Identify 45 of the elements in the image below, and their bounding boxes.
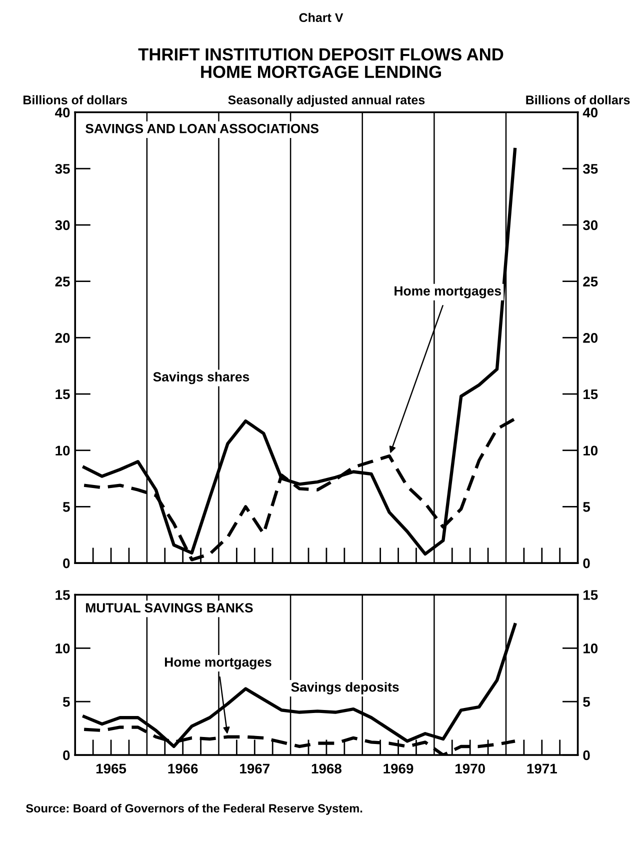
y2-tick-label: 25	[583, 276, 598, 286]
y-axis-title: Billions of dollars	[24, 95, 128, 104]
y-tick-label: 10	[56, 446, 70, 456]
y2-tick-label: 35	[582, 164, 598, 174]
y2-tick-label: 5	[583, 502, 590, 512]
y2-tick-label: 0	[583, 558, 590, 568]
y-tick-label: 5	[62, 697, 70, 707]
x-tick-label: 1965	[96, 764, 126, 774]
chart-title: THRIFT INSTITUTION DEPOSIT FLOWS AND HOME MORTGAGE LENDING	[138, 48, 504, 78]
x-tick-label: 1970	[456, 764, 485, 774]
y2-tick-label: 5	[583, 697, 590, 707]
y-tick-label: 30	[55, 220, 70, 230]
y2-tick-label: 15	[584, 389, 598, 400]
annotation: SAVINGS AND LOAN ASSOCIATIONS	[86, 124, 318, 134]
series-label: Savings deposits	[291, 682, 399, 694]
y-tick-label: 15	[56, 590, 70, 600]
text: Home mortgages	[164, 658, 272, 670]
y2-tick-label: 10	[584, 644, 598, 654]
source-note: Source: Board of Governors of the Federal Reserve System.	[26, 804, 362, 815]
y-tick-label: 35	[55, 164, 70, 174]
y2-axis-title: Billions of dollars	[526, 95, 630, 104]
y-tick-label: 0	[63, 558, 70, 568]
y2-tick-label: 20	[583, 332, 598, 343]
annotation: MUTUAL SAVINGS BANKS	[86, 603, 253, 612]
x-tick-label: 1966	[168, 764, 198, 774]
y-tick-label: 10	[56, 644, 70, 654]
chart-subtitle: Seasonally adjusted annual rates	[228, 95, 425, 107]
y2-tick-label: 10	[584, 446, 598, 456]
y-tick-label: 25	[55, 276, 70, 286]
y2-tick-label: 0	[583, 750, 590, 760]
x-tick-label: 1968	[312, 764, 342, 774]
y-tick-label: 0	[63, 750, 70, 760]
y2-tick-label: 30	[582, 220, 598, 230]
y-tick-label: 20	[55, 332, 70, 343]
x-tick-label: 1967	[240, 764, 270, 774]
text: Savings shares	[153, 372, 250, 384]
x-tick-label: 1969	[384, 764, 414, 774]
x-tick-label: 1971	[527, 764, 557, 774]
y2-tick-label: 15	[584, 590, 598, 600]
text: Chart V	[299, 12, 344, 22]
y-tick-label: 40	[55, 108, 70, 118]
y2-tick-label: 40	[582, 108, 598, 118]
y-tick-label: 5	[62, 502, 70, 512]
y-tick-label: 15	[56, 389, 70, 400]
text: Home mortgages	[394, 286, 501, 298]
